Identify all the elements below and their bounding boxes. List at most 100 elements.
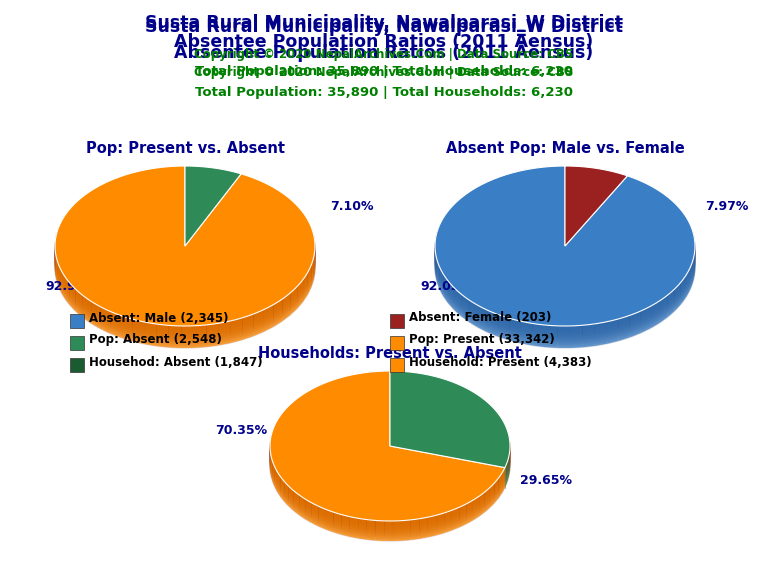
Polygon shape: [277, 471, 280, 497]
Polygon shape: [558, 326, 570, 348]
Text: Househod: Absent (1,847): Househod: Absent (1,847): [89, 355, 263, 369]
Polygon shape: [570, 325, 582, 348]
Polygon shape: [533, 324, 545, 347]
Ellipse shape: [55, 184, 315, 344]
Text: 70.35%: 70.35%: [215, 425, 267, 438]
Polygon shape: [507, 461, 508, 483]
Text: Absent: Male (2,345): Absent: Male (2,345): [89, 312, 229, 324]
Polygon shape: [650, 301, 659, 328]
Ellipse shape: [435, 184, 695, 344]
Polygon shape: [75, 289, 83, 317]
Polygon shape: [293, 491, 300, 515]
Polygon shape: [305, 499, 312, 523]
Ellipse shape: [270, 381, 510, 531]
Polygon shape: [243, 314, 253, 340]
Polygon shape: [641, 306, 650, 334]
Polygon shape: [264, 305, 273, 332]
Polygon shape: [169, 325, 181, 348]
Polygon shape: [454, 288, 461, 316]
Polygon shape: [444, 510, 452, 533]
Polygon shape: [452, 507, 459, 530]
FancyBboxPatch shape: [390, 336, 404, 350]
Polygon shape: [506, 463, 507, 486]
Polygon shape: [132, 319, 144, 344]
Polygon shape: [473, 497, 479, 520]
Polygon shape: [485, 487, 490, 512]
Polygon shape: [313, 249, 315, 279]
Polygon shape: [630, 311, 641, 338]
Text: 92.03%: 92.03%: [420, 279, 472, 293]
Polygon shape: [469, 300, 478, 328]
Ellipse shape: [270, 378, 510, 528]
Text: Absentee Population Ratios (2011 Āensus): Absentee Population Ratios (2011 Āensus): [174, 30, 594, 51]
Polygon shape: [319, 506, 326, 529]
Polygon shape: [436, 513, 444, 535]
Ellipse shape: [435, 188, 695, 348]
Polygon shape: [582, 324, 595, 347]
Text: Absentee Population Ratios (2011 Āensus): Absentee Population Ratios (2011 Āensus): [174, 41, 594, 62]
Polygon shape: [181, 326, 194, 348]
Ellipse shape: [435, 173, 695, 334]
Polygon shape: [156, 324, 169, 347]
Ellipse shape: [55, 188, 315, 348]
Polygon shape: [502, 468, 505, 493]
Polygon shape: [667, 289, 674, 317]
Ellipse shape: [270, 384, 510, 535]
Polygon shape: [333, 512, 342, 535]
FancyBboxPatch shape: [70, 314, 84, 328]
Polygon shape: [439, 267, 443, 296]
Polygon shape: [495, 478, 498, 503]
Polygon shape: [289, 486, 293, 511]
Text: Pop: Present vs. Absent: Pop: Present vs. Absent: [85, 141, 284, 156]
Polygon shape: [419, 517, 428, 539]
Polygon shape: [595, 322, 607, 346]
Polygon shape: [521, 321, 533, 346]
Ellipse shape: [270, 386, 510, 536]
Ellipse shape: [270, 376, 510, 526]
Polygon shape: [311, 257, 313, 287]
Text: Susta Rural Municipality, Nawalparasi_W District: Susta Rural Municipality, Nawalparasi_W …: [145, 14, 623, 32]
Polygon shape: [280, 476, 284, 502]
Ellipse shape: [435, 181, 695, 340]
Text: Households: Present vs. Absent: Households: Present vs. Absent: [258, 346, 522, 361]
Polygon shape: [459, 504, 466, 527]
Polygon shape: [686, 268, 690, 297]
Ellipse shape: [270, 380, 510, 529]
Polygon shape: [376, 521, 384, 541]
Polygon shape: [674, 282, 680, 311]
Text: 7.10%: 7.10%: [330, 199, 373, 213]
Polygon shape: [55, 253, 57, 282]
Ellipse shape: [270, 388, 510, 537]
Polygon shape: [437, 259, 439, 289]
Polygon shape: [207, 323, 219, 347]
Polygon shape: [690, 260, 693, 290]
Ellipse shape: [55, 183, 315, 343]
Ellipse shape: [55, 175, 315, 335]
Text: 29.65%: 29.65%: [520, 475, 572, 487]
Ellipse shape: [435, 183, 695, 343]
Polygon shape: [312, 503, 319, 526]
Polygon shape: [283, 293, 290, 321]
Ellipse shape: [270, 382, 510, 533]
Polygon shape: [607, 319, 618, 344]
Ellipse shape: [270, 391, 510, 541]
Polygon shape: [435, 251, 437, 281]
Polygon shape: [300, 495, 305, 519]
Ellipse shape: [55, 168, 315, 328]
Polygon shape: [253, 309, 264, 336]
Polygon shape: [284, 482, 289, 506]
Polygon shape: [185, 166, 241, 246]
Polygon shape: [443, 274, 448, 303]
Polygon shape: [349, 517, 358, 539]
Polygon shape: [428, 516, 436, 537]
Polygon shape: [618, 316, 630, 341]
Ellipse shape: [55, 172, 315, 332]
Text: Household: Present (4,383): Household: Present (4,383): [409, 355, 591, 369]
Text: 92.90%: 92.90%: [45, 279, 97, 293]
Ellipse shape: [435, 186, 695, 346]
Polygon shape: [498, 473, 502, 498]
Text: Copyright © 2020 NepalArchives.Com | Data Source: CBS: Copyright © 2020 NepalArchives.Com | Dat…: [194, 48, 574, 62]
Polygon shape: [680, 275, 686, 304]
Ellipse shape: [435, 177, 695, 337]
Polygon shape: [478, 305, 488, 332]
